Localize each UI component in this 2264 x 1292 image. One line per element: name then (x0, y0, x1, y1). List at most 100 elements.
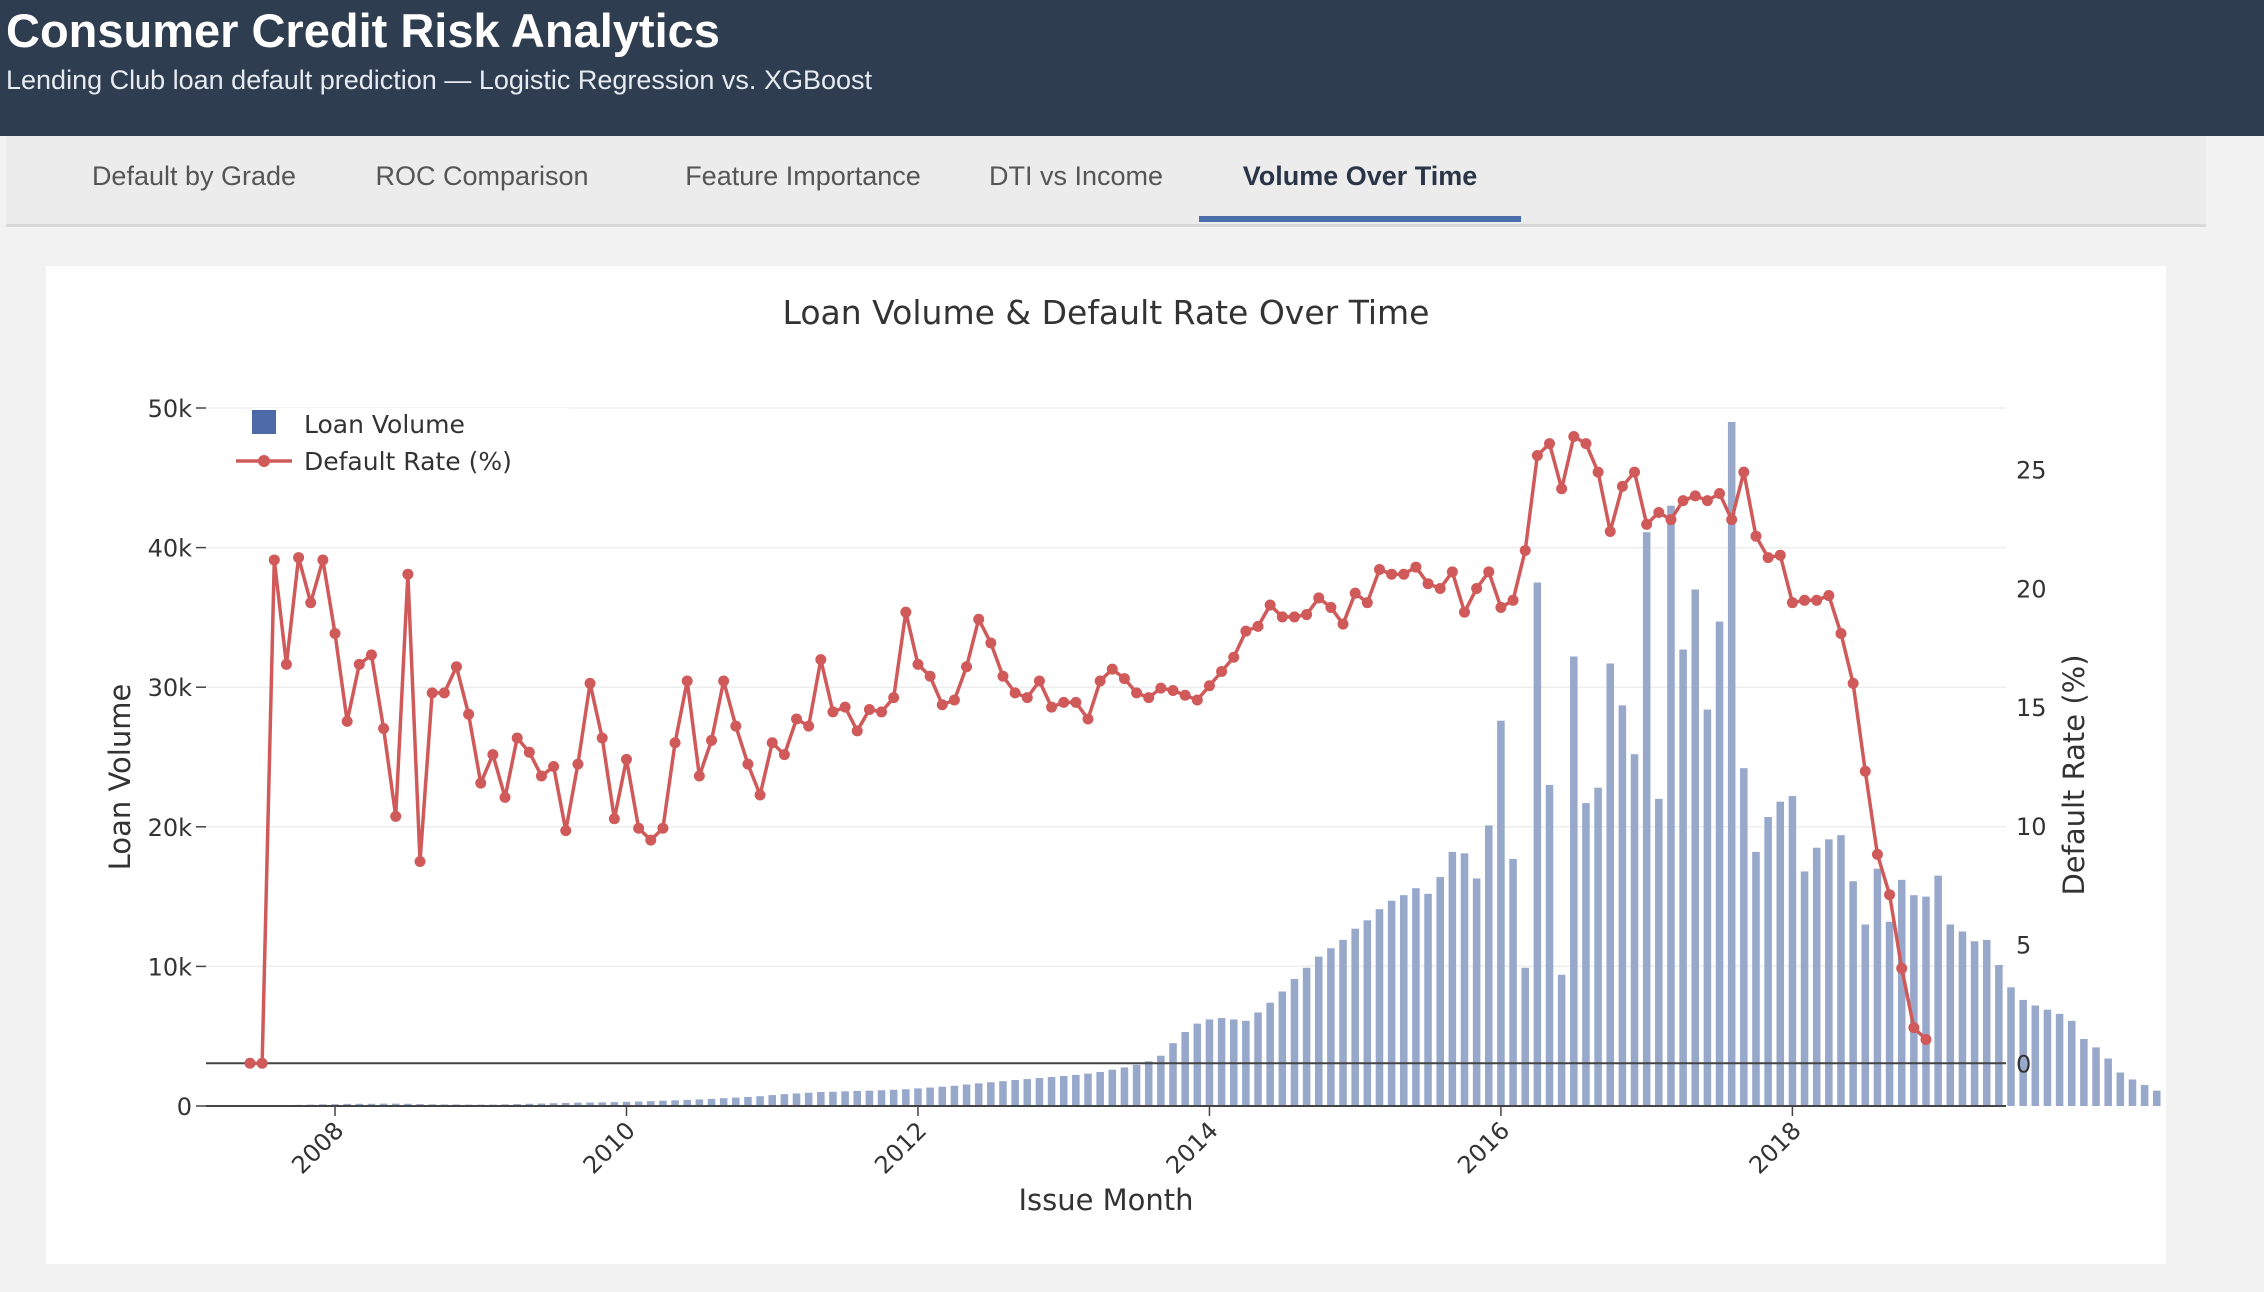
x-axis-title: Issue Month (1018, 1183, 1193, 1217)
loan-volume-bar (1047, 1076, 1056, 1106)
default-rate-point (1507, 594, 1519, 606)
loan-volume-bar (549, 1103, 558, 1106)
default-rate-point (268, 554, 280, 566)
default-rate-point (633, 822, 645, 834)
loan-volume-bar (1934, 875, 1942, 1106)
default-rate-point (1811, 594, 1823, 606)
default-rate-point (341, 715, 353, 727)
tab-default-by-grade[interactable]: Default by Grade (91, 161, 297, 191)
default-rate-point (572, 758, 584, 770)
loan-volume-bar (1727, 421, 1736, 1106)
default-rate-point (1033, 675, 1045, 687)
loan-volume-bar (671, 1100, 679, 1106)
default-rate-point (1410, 561, 1422, 573)
default-rate-point (1446, 566, 1458, 578)
x-tick-label: 2008 (286, 1116, 349, 1179)
default-rate-point (1859, 765, 1871, 777)
default-rate-point (353, 658, 365, 670)
loan-volume-bar (367, 1103, 376, 1106)
loan-volume-bar (683, 1099, 691, 1106)
volume-default-chart: 0 10k 20k 30k 40k 50k 0 5 10 15 20 25 2008 2010 2012 20… (103, 293, 2161, 1217)
loan-volume-bar (2104, 1058, 2112, 1106)
loan-volume-bar (914, 1088, 922, 1106)
loan-volume-bar (598, 1102, 606, 1106)
default-rate-point (1361, 597, 1373, 609)
loan-volume-bar (1606, 663, 1614, 1106)
app-subtitle: Lending Club loan default prediction — L… (6, 65, 872, 95)
default-rate-point (1276, 611, 1288, 623)
loan-volume-bar (926, 1087, 934, 1106)
loan-volume-bar (2043, 1009, 2052, 1106)
default-rate-point (815, 654, 827, 666)
default-rate-point (1240, 625, 1252, 637)
default-rate-point (669, 737, 681, 749)
loan-volume-bar (865, 1090, 874, 1106)
default-rate-point (1337, 618, 1349, 630)
loan-volume-bar (634, 1101, 643, 1106)
default-rate-point (1689, 490, 1701, 502)
default-rate-point (1471, 582, 1483, 594)
loan-volume-bar (647, 1101, 655, 1106)
default-rate-point (766, 737, 778, 749)
default-rate-point (681, 675, 693, 687)
loan-volume-bar (2092, 1047, 2100, 1106)
loan-volume-bar (525, 1103, 534, 1106)
loan-volume-bar (1375, 909, 1384, 1106)
default-rate-point (511, 732, 523, 744)
default-rate-point (487, 749, 499, 761)
loan-volume-bar (1582, 803, 1590, 1106)
tab-dti-vs-income[interactable]: DTI vs Income (988, 161, 1164, 191)
y-axis-right-title: Default Rate (%) (2057, 654, 2091, 895)
loan-volume-bar (1970, 941, 1979, 1106)
loan-volume-bar (962, 1084, 971, 1106)
default-rate-point (1799, 594, 1811, 606)
loan-volume-bar (1509, 858, 1517, 1106)
loan-volume-bar (537, 1103, 546, 1106)
bars-layer (246, 421, 2161, 1107)
default-rate-point (1422, 578, 1434, 590)
loan-volume-bar (1157, 1055, 1165, 1106)
app-header: Consumer Credit Risk Analytics Lending C… (0, 0, 2264, 136)
loan-volume-bar (1667, 505, 1675, 1107)
loan-volume-bar (780, 1094, 789, 1106)
default-rate-point (1143, 692, 1155, 704)
default-rate-point (1301, 609, 1313, 621)
loan-volume-bar (404, 1103, 412, 1106)
loan-volume-bar (1958, 931, 1967, 1106)
y-right-tick-label: 25 (2016, 457, 2047, 485)
default-rate-point (426, 687, 438, 699)
tab-feature-importance[interactable]: Feature Importance (685, 161, 921, 191)
chart-legend: Loan Volume Default Rate (%) (236, 408, 569, 508)
loan-volume-bar (1144, 1061, 1153, 1106)
loan-volume-bar (1108, 1069, 1117, 1106)
default-rate-point (985, 637, 997, 649)
default-rate-point (645, 834, 657, 846)
legend-label-default-rate[interactable]: Default Rate (%) (304, 447, 512, 476)
loan-volume-bar (987, 1082, 995, 1106)
y-right-tick-label: 15 (2016, 694, 2047, 722)
loan-volume-bar (355, 1103, 364, 1106)
tab-volume-over-time[interactable]: Volume Over Time (1242, 161, 1478, 191)
default-rate-point (1920, 1034, 1932, 1046)
loan-volume-bar (1922, 896, 1930, 1106)
default-rate-point (1203, 680, 1215, 692)
loan-volume-bar (2140, 1085, 2149, 1106)
loan-volume-bar (2055, 1013, 2064, 1106)
y-right-tick-label: 5 (2016, 932, 2031, 960)
legend-label-loan-volume[interactable]: Loan Volume (304, 410, 465, 439)
loan-volume-bar (2080, 1038, 2088, 1106)
tab-roc-comparison[interactable]: ROC Comparison (375, 161, 589, 191)
loan-volume-bar (379, 1103, 388, 1106)
y-left-tick-label: 40k (148, 535, 193, 563)
loan-volume-bar (1752, 851, 1760, 1106)
default-rate-point (1325, 601, 1337, 613)
default-rate-point (1726, 514, 1738, 526)
loan-volume-bar (1351, 928, 1359, 1106)
loan-volume-bar (1363, 920, 1372, 1106)
legend-swatch-loan-volume[interactable] (252, 410, 276, 434)
loan-volume-bar (1497, 720, 1505, 1106)
default-rate-point (888, 692, 900, 704)
default-rate-point (475, 777, 487, 789)
loan-volume-bar (1715, 621, 1724, 1106)
default-rate-point (778, 749, 790, 761)
